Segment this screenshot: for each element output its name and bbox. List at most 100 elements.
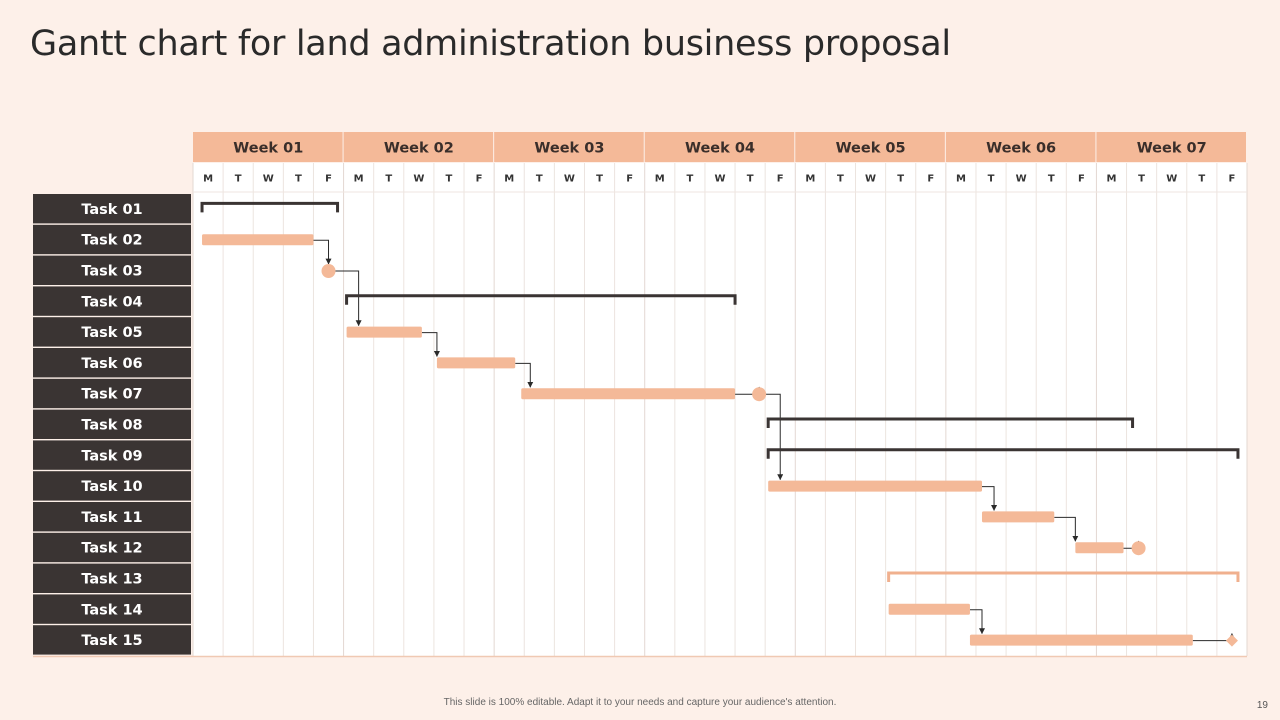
task-label: Task 03 — [81, 264, 142, 280]
task-label-cell — [33, 317, 191, 347]
day-label: M — [504, 174, 514, 185]
day-label: T — [536, 174, 543, 185]
page-number: 19 — [1256, 700, 1268, 711]
day-label: W — [1016, 174, 1027, 185]
day-label: F — [1229, 174, 1236, 185]
task-label: Task 15 — [81, 633, 142, 649]
week-header — [494, 132, 644, 162]
week-label: Week 07 — [1137, 141, 1207, 157]
task-label: Task 05 — [81, 325, 142, 341]
day-label: W — [1166, 174, 1177, 185]
day-label: M — [805, 174, 815, 185]
task-label-cell — [33, 625, 191, 655]
task-label: Task 10 — [81, 479, 142, 495]
milestone-circle — [1131, 541, 1146, 556]
task-bar — [346, 326, 422, 338]
task-label: Task 04 — [81, 294, 142, 310]
day-label: F — [777, 174, 784, 185]
week-header — [1096, 132, 1246, 162]
task-bar — [202, 234, 314, 246]
gantt-chart: Week 01 Week 02 Week 03 Week 04 Week 05 Week … — [33, 132, 1248, 658]
summary-bracket — [887, 571, 1240, 582]
page-title: Gantt chart for land administration busi… — [30, 24, 951, 64]
footer-note: This slide is 100% editable. Adapt it to… — [443, 697, 837, 708]
day-label: T — [1048, 174, 1055, 185]
day-label: T — [295, 174, 302, 185]
milestone-circle — [321, 264, 336, 278]
task-bar — [521, 388, 736, 400]
day-label: W — [564, 174, 575, 185]
dependency-arrow — [981, 486, 998, 511]
week-label: Week 05 — [836, 141, 906, 157]
task-label-cell — [33, 532, 191, 563]
day-label: F — [927, 174, 934, 185]
task-bar — [436, 357, 516, 369]
task-label-cell — [33, 378, 191, 409]
day-label: W — [714, 174, 725, 185]
dependency-arrow — [328, 270, 362, 327]
week-header — [644, 132, 795, 162]
day-label: F — [1078, 174, 1085, 185]
day-label: F — [626, 174, 633, 185]
task-bar — [888, 603, 970, 615]
day-label: W — [263, 174, 274, 185]
task-label-cell — [33, 563, 191, 593]
dependency-arrow — [421, 332, 440, 357]
milestone-circle — [752, 387, 767, 402]
task-label: Task 02 — [81, 233, 142, 249]
week-header — [795, 132, 945, 162]
task-label-cell — [33, 286, 191, 316]
day-label: M — [956, 174, 966, 185]
day-label: T — [988, 174, 995, 185]
task-label: Task 11 — [81, 510, 142, 526]
task-bar — [969, 634, 1193, 646]
summary-bracket — [200, 201, 340, 213]
day-label: W — [865, 174, 876, 185]
day-label: M — [1107, 174, 1117, 185]
dependency-arrow — [515, 362, 534, 388]
task-label: Task 06 — [81, 356, 142, 372]
day-label: F — [476, 174, 483, 185]
day-label: T — [596, 174, 603, 185]
day-label: T — [837, 174, 844, 185]
day-label: T — [385, 174, 392, 185]
week-label: Week 03 — [534, 141, 604, 157]
day-label: F — [325, 174, 332, 185]
task-label: Task 13 — [81, 572, 142, 588]
day-label: T — [686, 174, 693, 185]
day-label: T — [235, 174, 242, 185]
day-label: M — [655, 174, 665, 185]
week-header — [193, 132, 343, 162]
day-label: T — [1198, 174, 1205, 185]
dependency-arrow — [1054, 516, 1079, 542]
day-label: T — [747, 174, 754, 185]
task-bar — [768, 480, 982, 492]
milestone-diamond — [1225, 634, 1238, 647]
week-label: Week 02 — [384, 141, 454, 157]
dependency-arrow — [313, 239, 332, 265]
day-label: T — [446, 174, 453, 185]
day-label: M — [354, 174, 364, 185]
grid-body — [193, 163, 1247, 656]
summary-bracket — [766, 417, 1135, 428]
task-label-cell — [33, 409, 191, 439]
day-label: M — [203, 174, 213, 185]
task-label: Task 01 — [81, 202, 142, 218]
task-label-cell — [33, 471, 191, 501]
day-label: T — [1138, 174, 1145, 185]
task-label-cell — [33, 502, 191, 532]
task-label: Task 07 — [81, 387, 142, 403]
task-label-cell — [33, 594, 191, 624]
task-label-cell — [33, 440, 191, 470]
week-label: Week 01 — [233, 141, 303, 157]
task-label: Task 12 — [81, 541, 142, 557]
task-bar — [981, 511, 1055, 523]
week-label: Week 04 — [685, 141, 755, 157]
dependency-arrow — [969, 609, 985, 635]
week-label: Week 06 — [986, 141, 1056, 157]
summary-bracket — [766, 448, 1240, 459]
task-label-cell — [33, 194, 191, 224]
week-header — [343, 132, 494, 162]
day-label: T — [897, 174, 904, 185]
week-header — [945, 132, 1096, 162]
